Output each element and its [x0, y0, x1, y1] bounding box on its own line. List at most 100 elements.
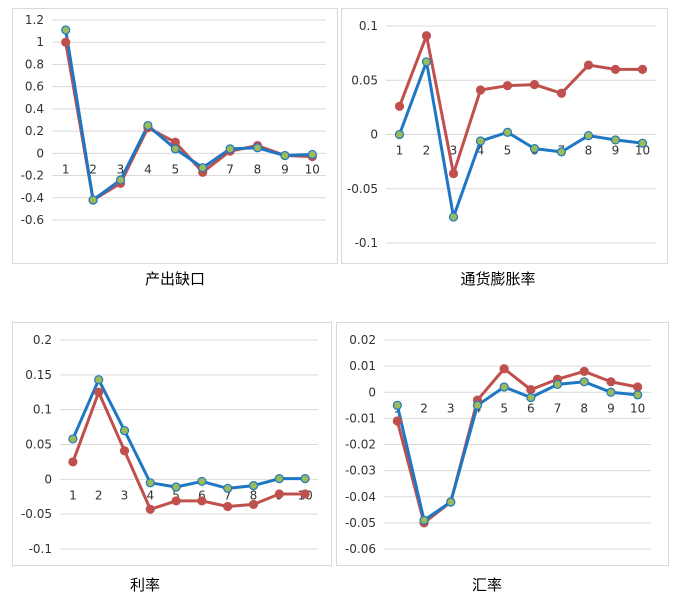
data-point-red — [583, 60, 594, 70]
chart-interest-rate: 0.20.150.10.050-0.05-0.112345678910 — [12, 322, 332, 566]
y-tick-label: 1 — [36, 35, 44, 49]
y-tick-label: 0.4 — [25, 102, 44, 116]
series-line-blue — [395, 380, 638, 522]
y-tick-label: -0.05 — [345, 516, 376, 530]
data-point-blue — [526, 392, 536, 403]
data-point-blue — [446, 497, 456, 507]
chart-output-gap: 1.210.80.60.40.20-0.2-0.4-0.612345678910 — [12, 8, 338, 264]
x-tick-label: 2 — [89, 162, 97, 176]
data-point-blue — [421, 57, 432, 67]
y-tick-label: 1.2 — [25, 13, 44, 27]
y-tick-label: 0.02 — [349, 333, 376, 347]
caption-exchange-rate: 汇率 — [471, 576, 502, 594]
y-tick-label: 0.6 — [25, 80, 44, 94]
data-point-blue — [606, 387, 616, 397]
data-point-red — [475, 85, 486, 95]
y-tick-label: -0.02 — [345, 438, 376, 452]
y-tick-label: -0.03 — [345, 464, 376, 478]
x-tick-label: 4 — [477, 144, 485, 158]
data-point-red — [300, 489, 310, 499]
y-tick-label: 0 — [370, 128, 378, 142]
data-point-blue — [419, 515, 429, 525]
x-tick-label: 2 — [95, 488, 103, 502]
caption-inflation: 通货膨胀率 — [460, 270, 536, 288]
data-point-red — [223, 501, 233, 512]
data-point-red — [394, 101, 405, 111]
data-point-blue — [94, 375, 104, 385]
data-point-blue — [529, 144, 540, 154]
x-tick-label: 5 — [500, 401, 508, 415]
x-tick-label: 6 — [527, 401, 535, 415]
y-tick-label: -0.1 — [29, 542, 52, 556]
x-tick-label: 4 — [146, 488, 154, 502]
y-tick-label: 0 — [36, 146, 44, 160]
y-tick-label: 0.2 — [25, 124, 44, 138]
data-point-red — [556, 88, 567, 98]
x-tick-label: 10 — [635, 144, 650, 158]
data-point-blue — [556, 147, 567, 157]
data-point-red — [248, 499, 259, 510]
y-tick-label: 0.1 — [33, 403, 52, 417]
x-tick-label: 8 — [254, 162, 262, 176]
data-point-blue — [170, 144, 180, 154]
data-point-blue — [637, 138, 648, 148]
data-point-blue — [248, 481, 259, 491]
data-point-blue — [198, 163, 208, 173]
data-point-blue — [252, 143, 263, 153]
y-tick-label: -0.05 — [21, 507, 52, 521]
data-point-blue — [502, 127, 513, 137]
x-tick-label: 1 — [69, 488, 77, 502]
y-tick-label: 0.05 — [351, 73, 378, 87]
x-tick-label: 1 — [62, 162, 70, 176]
x-tick-label: 9 — [281, 162, 289, 176]
data-point-blue — [119, 425, 130, 436]
y-tick-label: -0.04 — [345, 490, 376, 504]
chart-panel-interest-rate: 0.20.150.10.050-0.05-0.112345678910 — [12, 322, 332, 566]
data-point-blue — [499, 382, 509, 392]
data-point-red — [448, 168, 459, 179]
y-tick-label: 0.8 — [25, 57, 44, 71]
data-point-blue — [610, 135, 621, 145]
data-point-red — [119, 446, 130, 456]
y-tick-label: 0.1 — [359, 19, 378, 33]
x-tick-label: 3 — [447, 401, 455, 415]
data-point-red — [579, 366, 589, 376]
data-point-red — [392, 416, 402, 426]
x-tick-label: 2 — [423, 144, 431, 158]
y-tick-label: -0.05 — [347, 182, 378, 196]
data-point-blue — [579, 377, 589, 387]
data-point-blue — [448, 212, 459, 222]
y-tick-label: 0.01 — [349, 359, 376, 373]
data-point-blue — [143, 120, 153, 131]
data-point-blue — [472, 400, 483, 410]
chart-frame — [341, 8, 668, 264]
chart-panel-exchange-rate: 0.02 0.01 0 -0.01 -0.02 -0.03 -0.04 -0.05 -0.06 1… — [336, 322, 669, 566]
data-point-red — [421, 31, 432, 41]
data-point-red — [606, 377, 616, 387]
data-point-blue — [225, 144, 235, 154]
series-line-blue — [71, 378, 306, 490]
x-tick-label: 7 — [226, 162, 234, 176]
x-tick-label: 6 — [198, 488, 206, 502]
y-tick-label: -0.2 — [21, 169, 44, 183]
y-tick-label: -0.6 — [21, 213, 44, 227]
data-point-blue — [307, 149, 317, 160]
data-point-blue — [280, 150, 290, 161]
y-tick-label: 0 — [44, 472, 52, 486]
chart-exchange-rate: 0.02 0.01 0 -0.01 -0.02 -0.03 -0.04 -0.05 -0.06 1… — [336, 322, 669, 566]
data-point-red — [610, 64, 621, 75]
x-tick-label: 4 — [144, 162, 152, 176]
series-line-blue — [64, 29, 313, 202]
data-point-blue — [171, 482, 181, 492]
x-tick-label: 10 — [305, 162, 320, 176]
data-point-red — [171, 496, 181, 506]
data-point-red — [499, 364, 509, 374]
x-tick-label: 3 — [117, 162, 125, 176]
data-point-blue — [552, 379, 563, 390]
series-line-red — [71, 390, 306, 511]
x-tick-label: 5 — [172, 488, 180, 502]
data-point-red — [502, 81, 513, 91]
x-tick-label: 9 — [607, 401, 615, 415]
data-point-red — [274, 489, 284, 499]
x-tick-label: 3 — [121, 488, 129, 502]
